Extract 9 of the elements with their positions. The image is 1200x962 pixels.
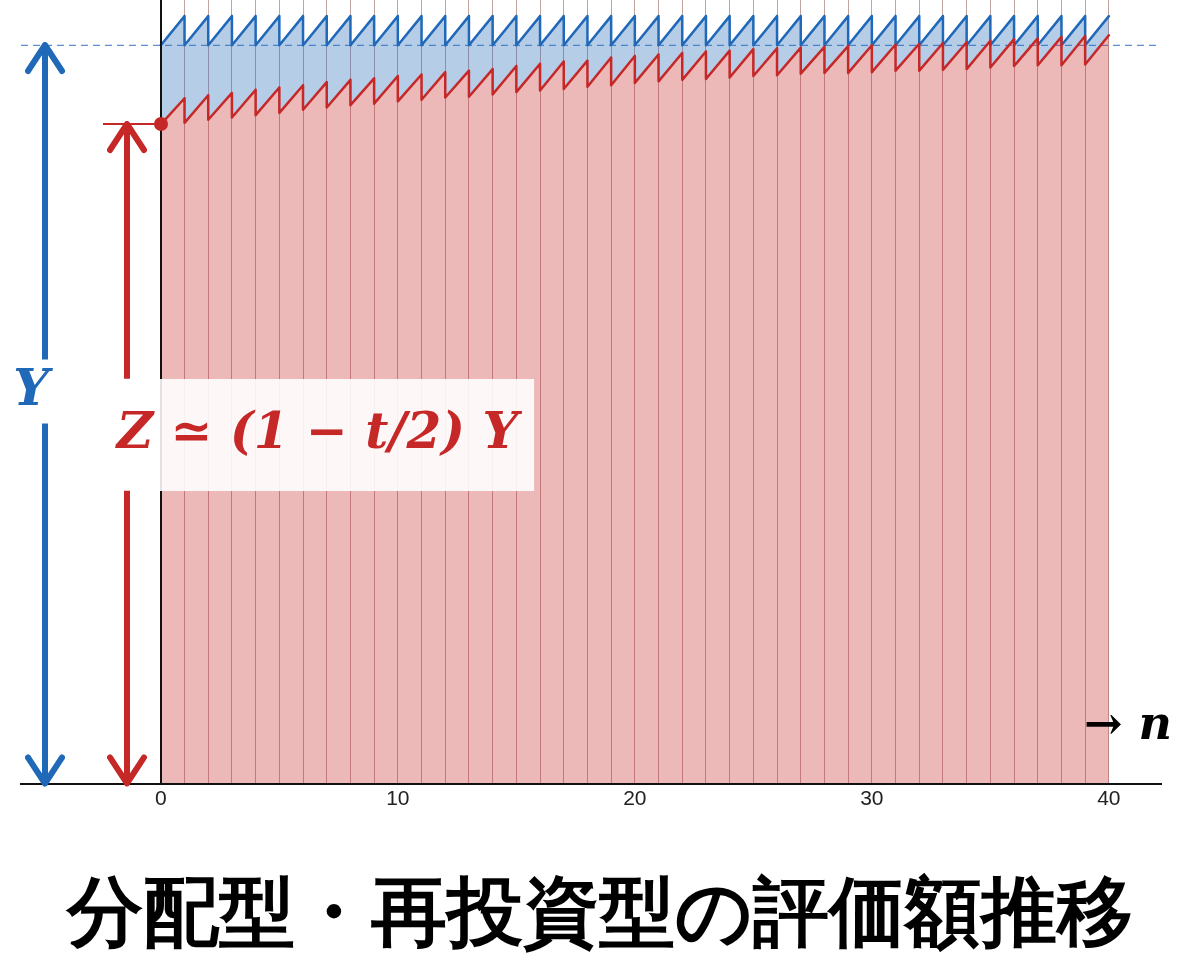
x-tick-label: 10	[386, 786, 410, 810]
annotation: Z ≃ (1 − t/2) Y	[114, 400, 523, 460]
x-tick-label: 20	[623, 786, 647, 810]
text: 分配型・再投資型の評価額推移	[65, 866, 1134, 958]
x-axis-title: → n	[1083, 695, 1172, 750]
annotation: Y	[13, 357, 54, 417]
x-tick-label: 30	[860, 786, 884, 810]
x-tick-label: 0	[154, 786, 167, 810]
x-tick-label: 40	[1097, 786, 1121, 810]
